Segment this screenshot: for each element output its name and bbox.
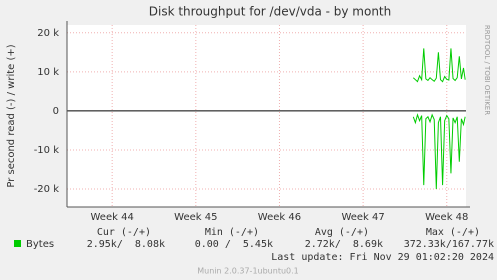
y-tick-label: 10 k bbox=[37, 67, 59, 78]
y-axis-label: Pr second read (-) / write (+) bbox=[6, 44, 17, 187]
legend-header: Max (-/+) bbox=[426, 227, 480, 238]
legend-label: Bytes bbox=[26, 239, 54, 250]
plot-area bbox=[67, 25, 466, 207]
side-label: RRDTOOL / TOBI OETIKER bbox=[483, 25, 491, 115]
legend-value: 2.72k/ 8.69k bbox=[305, 239, 383, 250]
x-tick-label: Week 45 bbox=[174, 212, 217, 223]
data-line bbox=[412, 113, 466, 190]
last-update: Last update: Fri Nov 29 01:02:20 2024 bbox=[271, 252, 494, 263]
y-tick-label: 0 bbox=[53, 106, 59, 117]
x-tick-label: Week 46 bbox=[258, 212, 301, 223]
y-tick-label: 20 k bbox=[37, 28, 59, 39]
y-tick-label: -10 k bbox=[34, 145, 60, 156]
legend-value: 0.00 / 5.45k bbox=[195, 239, 273, 250]
x-tick-label: Week 48 bbox=[425, 212, 468, 223]
legend-swatch bbox=[14, 240, 21, 247]
legend-value: 2.95k/ 8.08k bbox=[87, 239, 165, 250]
x-tick-label: Week 44 bbox=[91, 212, 134, 223]
legend-header: Avg (-/+) bbox=[315, 227, 369, 238]
legend-header: Cur (-/+) bbox=[97, 227, 151, 238]
footer: Munin 2.0.37-1ubuntu0.1 bbox=[197, 267, 299, 276]
y-tick-label: -20 k bbox=[34, 184, 60, 195]
data-line bbox=[412, 48, 466, 83]
x-tick-label: Week 47 bbox=[341, 212, 384, 223]
legend-header: Min (-/+) bbox=[205, 227, 259, 238]
chart-title: Disk throughput for /dev/vda - by month bbox=[149, 5, 392, 19]
legend-value: 372.33k/167.77k bbox=[404, 239, 494, 250]
